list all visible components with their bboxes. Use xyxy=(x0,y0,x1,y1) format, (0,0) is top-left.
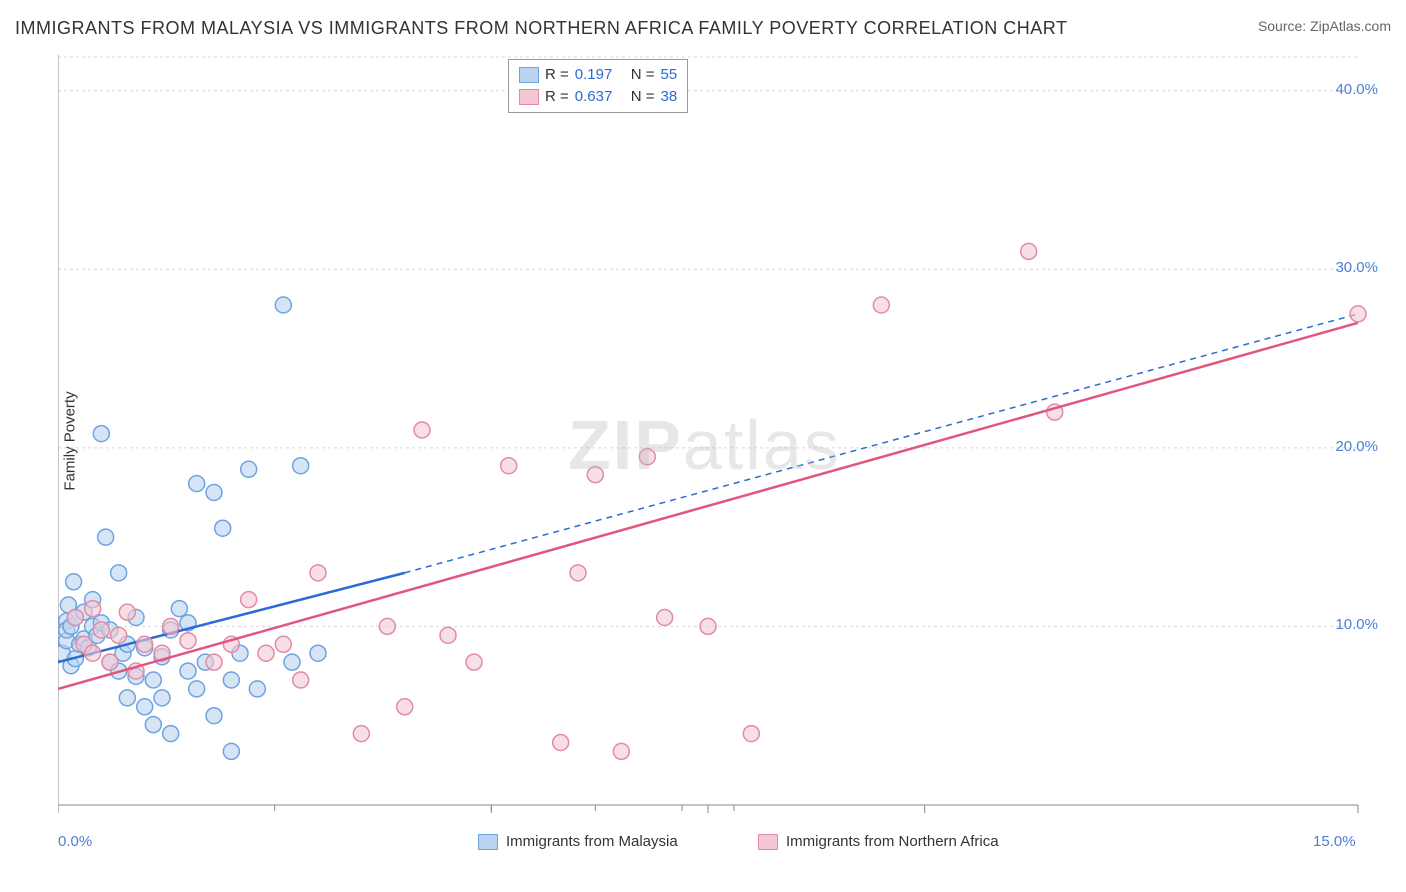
source-label: Source: ZipAtlas.com xyxy=(1258,18,1391,34)
y-tick-label: 30.0% xyxy=(1335,259,1378,276)
chart-title: IMMIGRANTS FROM MALAYSIA VS IMMIGRANTS F… xyxy=(15,18,1067,39)
swatch-icon xyxy=(519,67,539,83)
n-label: N = xyxy=(631,64,655,86)
x-tick-label: 0.0% xyxy=(58,833,92,850)
correlation-legend: R = 0.197 N = 55 R = 0.637 N = 38 xyxy=(508,59,688,113)
series-legend-2: Immigrants from Northern Africa xyxy=(758,833,999,850)
r-value: 0.637 xyxy=(575,86,625,108)
legend-row: R = 0.637 N = 38 xyxy=(519,86,677,108)
n-value: 38 xyxy=(661,86,678,108)
n-label: N = xyxy=(631,86,655,108)
y-tick-label: 40.0% xyxy=(1335,81,1378,98)
n-value: 55 xyxy=(661,64,678,86)
y-tick-label: 20.0% xyxy=(1335,438,1378,455)
x-tick-label: 15.0% xyxy=(1313,833,1356,850)
r-label: R = xyxy=(545,86,569,108)
series-legend-1: Immigrants from Malaysia xyxy=(478,833,678,850)
swatch-icon xyxy=(478,834,498,850)
scatter-plot: Family Poverty ZIPatlas R = 0.197 N = 55… xyxy=(58,55,1378,827)
swatch-icon xyxy=(758,834,778,850)
r-label: R = xyxy=(545,64,569,86)
r-value: 0.197 xyxy=(575,64,625,86)
legend-label: Immigrants from Northern Africa xyxy=(786,833,999,850)
legend-row: R = 0.197 N = 55 xyxy=(519,64,677,86)
swatch-icon xyxy=(519,89,539,105)
legend-label: Immigrants from Malaysia xyxy=(506,833,678,850)
y-tick-label: 10.0% xyxy=(1335,616,1378,633)
